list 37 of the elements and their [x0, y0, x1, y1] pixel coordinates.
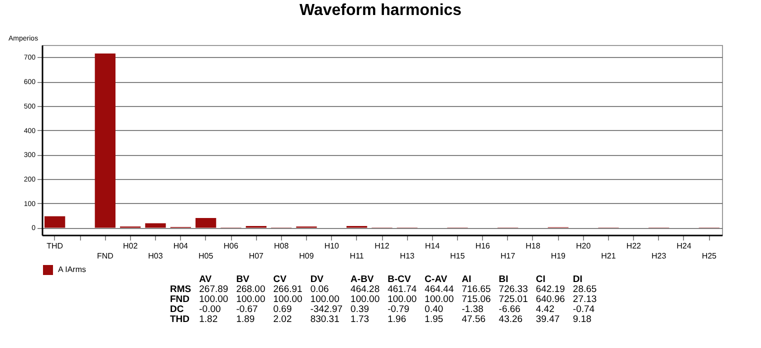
x-tick-label: H08 — [274, 242, 290, 250]
x-tick-label: H16 — [475, 242, 491, 250]
text: RMS 267.89 268.00 266.91 0.06 464.28 461.74 464.44 716.65 726.33 642.19 28.65 — [170, 284, 597, 295]
bar — [44, 216, 66, 228]
x-tick-label: H12 — [374, 242, 390, 250]
x-tick-label: H11 — [350, 252, 364, 260]
x-tick-label: H22 — [626, 242, 642, 250]
x-tick-label: H19 — [550, 252, 566, 260]
x-tick-label: H13 — [400, 252, 416, 260]
x-tick-label: H05 — [198, 252, 214, 260]
x-tick-label: H14 — [424, 242, 440, 250]
x-tick-label: H21 — [601, 252, 616, 260]
text: AV BV CV DV A-BV B-CV C-AV AI BI CI DI — [199, 274, 582, 285]
text: DC -0.00 -0.67 0.69 -342.97 0.39 -0.79 0.40 -1.38 -6.66 4.42 -0.74 — [170, 304, 595, 315]
bar — [94, 54, 116, 228]
x-tick-label: H24 — [676, 242, 692, 250]
x-tick-label: H02 — [122, 242, 138, 250]
x-tick-label: H23 — [651, 252, 667, 260]
x-tick-label: THD — [46, 242, 64, 250]
x-tick-label: H03 — [148, 252, 164, 260]
chart-title: Waveform harmonics — [298, 2, 463, 20]
x-tick-label: H04 — [173, 242, 189, 250]
bar — [145, 223, 166, 228]
text: FND 100.00 100.00 100.00 100.00 100.00 100.00 100.00 715.06 725.01 640.96 27.13 — [170, 294, 597, 305]
x-tick-label: H09 — [299, 252, 314, 260]
bar — [196, 218, 216, 228]
x-tick-label: H20 — [576, 242, 592, 250]
x-tick-label: H07 — [248, 252, 264, 260]
x-tick-label: H25 — [702, 252, 718, 260]
x-tick-label: H18 — [526, 242, 541, 250]
text: THD 1.82 1.89 2.02 830.31 1.73 1.96 1.95 47.56 43.26 39.47 9.18 — [170, 314, 592, 325]
x-tick-label: H15 — [450, 252, 466, 260]
x-tick-label: FND — [96, 252, 114, 260]
x-tick-label: H17 — [500, 252, 516, 260]
x-tick-label: H10 — [324, 242, 340, 250]
legend-label: A IArms — [58, 265, 86, 274]
x-tick-label: H06 — [224, 242, 239, 250]
